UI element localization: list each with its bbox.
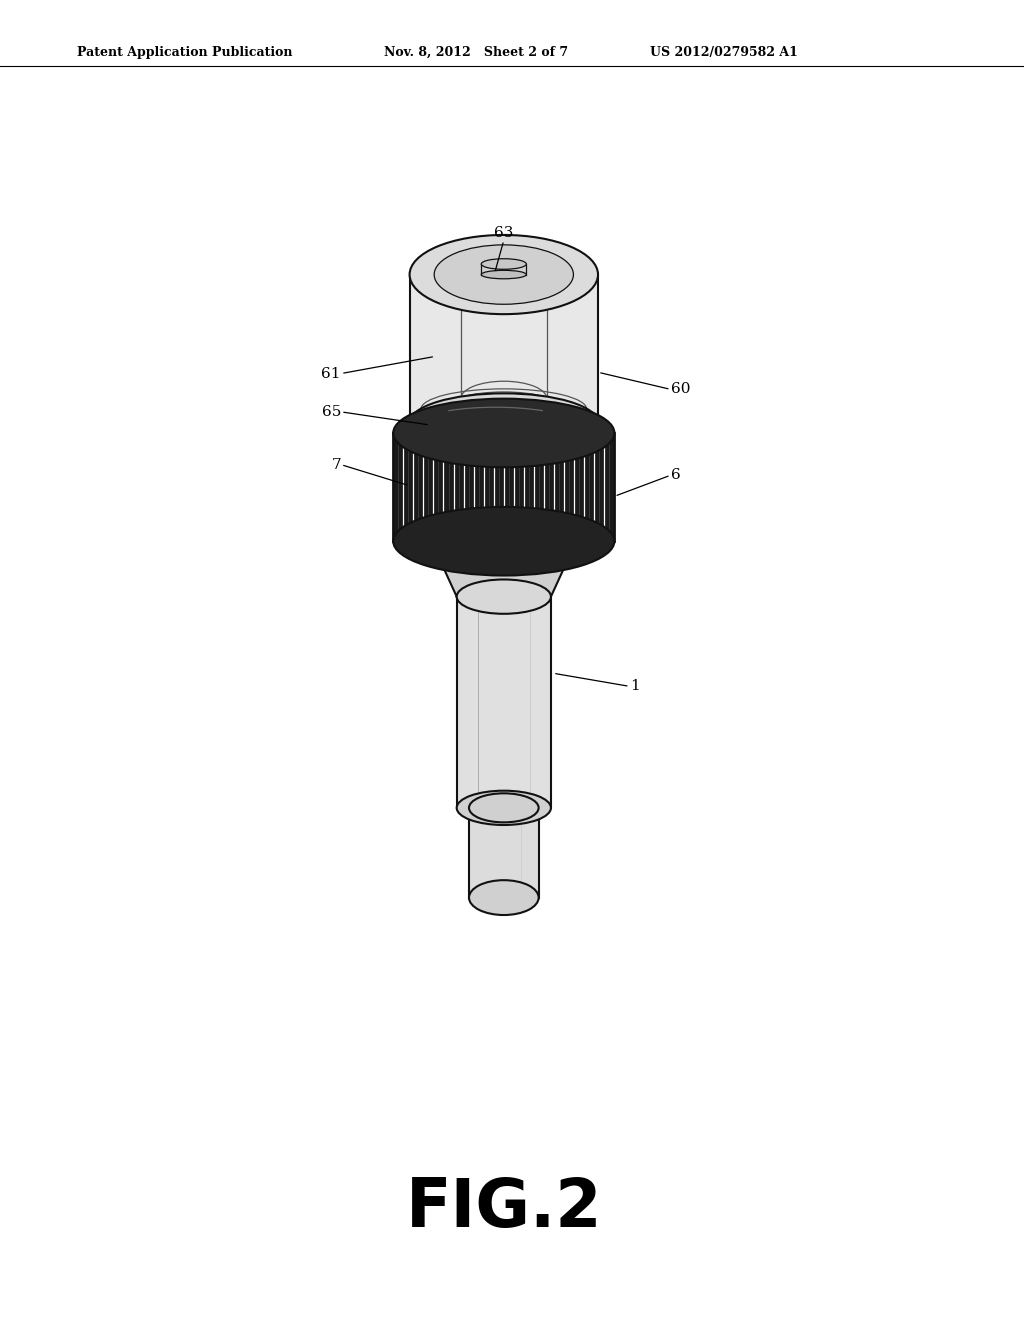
Text: Patent Application Publication: Patent Application Publication [77,46,292,59]
Polygon shape [469,808,539,898]
Ellipse shape [430,519,578,558]
Text: 65: 65 [322,405,341,418]
Ellipse shape [481,259,526,269]
Polygon shape [457,597,551,808]
Text: 1: 1 [630,680,640,693]
Ellipse shape [464,525,544,552]
Polygon shape [393,433,614,541]
Ellipse shape [393,399,614,467]
Polygon shape [410,275,598,422]
Ellipse shape [393,507,614,576]
Text: 61: 61 [322,367,341,380]
Text: 7: 7 [332,458,341,471]
Ellipse shape [410,393,598,451]
Ellipse shape [481,271,526,279]
Text: 6: 6 [671,469,681,482]
Ellipse shape [457,585,551,609]
Ellipse shape [457,579,551,614]
Ellipse shape [457,791,551,825]
Ellipse shape [434,244,573,305]
Ellipse shape [469,880,539,915]
Polygon shape [430,539,578,597]
Text: 60: 60 [671,383,690,396]
Text: 63: 63 [495,226,513,240]
Ellipse shape [410,235,598,314]
Text: Nov. 8, 2012   Sheet 2 of 7: Nov. 8, 2012 Sheet 2 of 7 [384,46,568,59]
Ellipse shape [469,793,539,822]
Text: FIG.2: FIG.2 [406,1175,602,1241]
Text: US 2012/0279582 A1: US 2012/0279582 A1 [650,46,798,59]
